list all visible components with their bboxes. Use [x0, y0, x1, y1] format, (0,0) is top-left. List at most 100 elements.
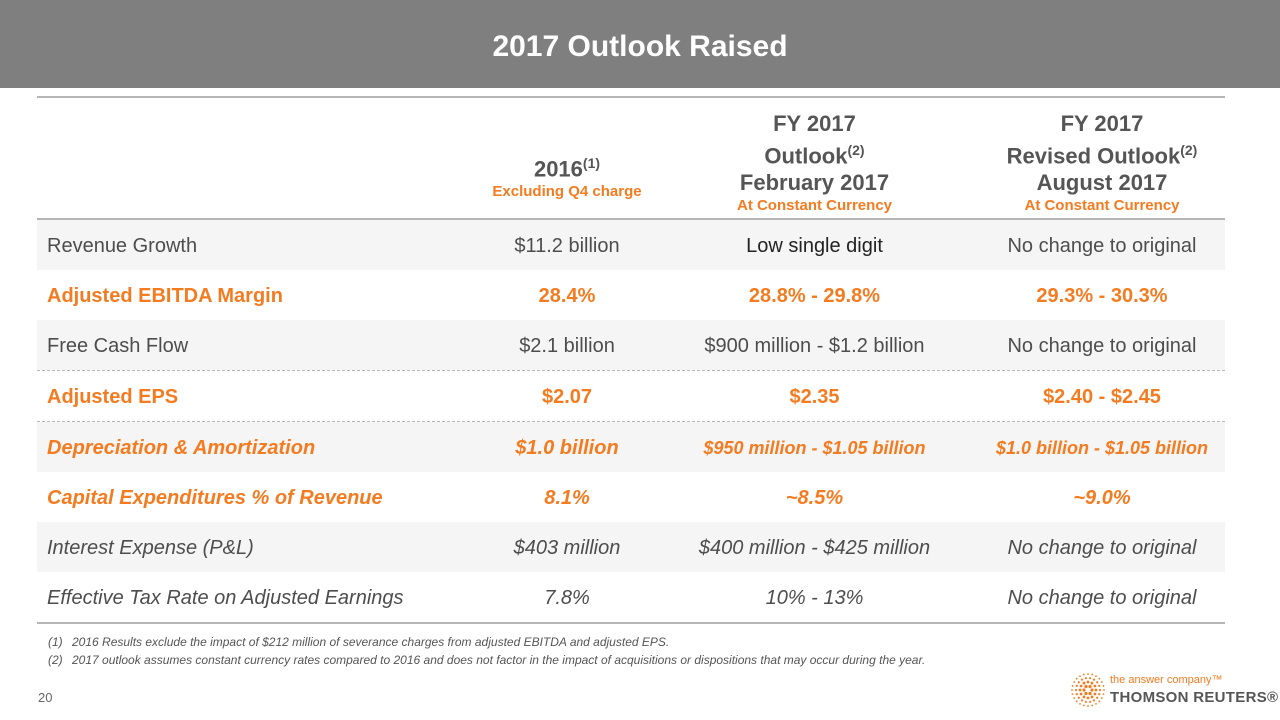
- table-row-revenue-growth: Revenue Growth $11.2 billion Low single …: [37, 220, 1225, 270]
- table-row-adjusted-eps: Adjusted EPS $2.07 $2.35 $2.40 - $2.45: [37, 371, 1225, 421]
- logo-dot: [1071, 693, 1074, 696]
- table-top-rule: [37, 96, 1225, 98]
- logo-dot: [1098, 688, 1102, 692]
- header-fy2017-revised-line2: Revised Outlook: [1006, 143, 1181, 169]
- thomson-reuters-dot-circle-icon: [1071, 673, 1105, 707]
- header-fy2017-revised-line1: FY 2017: [1060, 111, 1144, 136]
- logo-dot: [1071, 689, 1073, 691]
- row-value-revised: ~9.0%: [1073, 487, 1131, 509]
- logo-dot: [1090, 695, 1094, 699]
- row-value-2016: 7.8%: [544, 587, 590, 609]
- header-fy2017-outlook-line2: Outlook: [764, 143, 848, 169]
- logo-dot: [1096, 696, 1099, 699]
- row-value-outlook: 28.8% - 29.8%: [748, 285, 881, 307]
- logo-dot: [1100, 681, 1103, 683]
- header-fy2017-outlook: FY 2017 Outlook(2) February 2017 At Cons…: [682, 110, 947, 216]
- header-fy2017-revised: FY 2017 Revised Outlook(2) August 2017 A…: [977, 110, 1227, 216]
- row-value-outlook: $2.35: [789, 386, 840, 408]
- row-value-2016: $403 million: [513, 537, 621, 559]
- logo-dot: [1073, 697, 1076, 699]
- logo-dot: [1098, 693, 1101, 696]
- logo-dot: [1084, 700, 1088, 703]
- page-number: 20: [38, 690, 53, 705]
- row-value-2016: 28.4%: [538, 285, 596, 307]
- header-fy2017-outlook-line1: FY 2017: [773, 111, 856, 136]
- logo-dot: [1082, 688, 1086, 692]
- table-row-capital-expenditures: Capital Expenditures % of Revenue 8.1% ~…: [37, 472, 1225, 522]
- row-label: Adjusted EBITDA Margin: [47, 285, 283, 307]
- logo-brand-name: THOMSON REUTERS®: [1110, 689, 1279, 706]
- row-label: Interest Expense (P&L): [47, 537, 254, 559]
- title-bar: 2017 Outlook Raised: [0, 0, 1280, 88]
- row-value-2016: 8.1%: [544, 487, 590, 509]
- logo-dot: [1093, 684, 1097, 688]
- row-label: Adjusted EPS: [47, 386, 179, 408]
- table-bottom-rule: [37, 622, 1225, 624]
- header-fy2017-outlook-line3: February 2017: [739, 170, 890, 196]
- row-label: Depreciation & Amortization: [47, 437, 316, 459]
- logo-dot: [1088, 684, 1092, 689]
- footnote-2-number: (2): [48, 653, 63, 667]
- logo-dot: [1084, 691, 1088, 696]
- logo-dot: [1074, 688, 1078, 692]
- footnote-1-text: 2016 Results exclude the impact of $212 …: [72, 635, 670, 649]
- logo-dot: [1090, 681, 1094, 685]
- header-fy2017-revised-subtitle: At Constant Currency: [1024, 197, 1180, 215]
- dashed-divider: [37, 370, 1225, 371]
- header-2016-line1: 2016: [533, 156, 583, 182]
- logo-dot: [1079, 675, 1081, 678]
- row-value-outlook: ~8.5%: [785, 487, 844, 509]
- row-value-revised: No change to original: [1007, 537, 1197, 559]
- table-row-interest-expense: Interest Expense (P&L) $403 million $400…: [37, 522, 1225, 572]
- logo-dot: [1082, 695, 1086, 699]
- slide-title: 2017 Outlook Raised: [492, 30, 788, 63]
- footnote-2: (2) 2017 outlook assumes constant currenc…: [48, 653, 925, 667]
- logo-dot: [1077, 681, 1080, 684]
- logo-dot: [1088, 691, 1092, 696]
- logo-dot: [1075, 677, 1078, 680]
- logo-dot: [1100, 697, 1103, 699]
- footnote-1: (1) 2016 Results exclude the impact of $2…: [48, 635, 669, 649]
- logo-dot: [1084, 677, 1088, 680]
- row-value-2016: $11.2 billion: [514, 235, 620, 257]
- logo-dot: [1079, 692, 1083, 696]
- row-value-outlook: 10% - 13%: [765, 587, 864, 609]
- dashed-divider: [37, 421, 1225, 422]
- logo-dot: [1079, 702, 1081, 705]
- header-2016-footnote-ref: (1): [582, 155, 601, 171]
- logo-dot: [1098, 677, 1101, 680]
- logo-dot: [1088, 677, 1092, 680]
- logo-dot: [1103, 689, 1105, 691]
- logo-dot: [1096, 681, 1099, 684]
- logo-dot: [1093, 692, 1097, 696]
- logo-dot: [1084, 684, 1088, 689]
- logo-dot: [1078, 688, 1082, 692]
- logo-dot: [1086, 680, 1090, 684]
- footnote-2-text: 2017 outlook assumes constant currency r…: [72, 653, 926, 667]
- row-value-revised: $2.40 - $2.45: [1043, 386, 1161, 408]
- logo-dot: [1092, 678, 1096, 681]
- logo-dot: [1102, 684, 1105, 687]
- logo-dot: [1098, 700, 1101, 703]
- logo-dot: [1086, 696, 1090, 700]
- header-fy2017-revised-line3: August 2017: [1036, 170, 1168, 196]
- row-label: Revenue Growth: [47, 235, 198, 257]
- row-value-outlook: Low single digit: [746, 235, 883, 257]
- thomson-reuters-logo: the answer company™ THOMSON REUTERS®: [1068, 670, 1278, 715]
- row-label: Capital Expenditures % of Revenue: [47, 487, 383, 509]
- logo-dot: [1075, 684, 1078, 687]
- row-value-outlook: $900 million - $1.2 billion: [704, 335, 925, 357]
- row-value-outlook: $950 million - $1.05 billion: [703, 438, 926, 458]
- row-value-revised: $1.0 billion - $1.05 billion: [995, 438, 1209, 458]
- logo-dot: [1087, 673, 1089, 675]
- logo-dot: [1082, 681, 1086, 685]
- logo-dot: [1098, 684, 1101, 687]
- header-fy2017-outlook-footnote-ref: (2): [847, 142, 865, 158]
- row-value-revised: 29.3% - 30.3%: [1036, 285, 1168, 307]
- header-rule: [37, 218, 1225, 220]
- logo-dot: [1095, 675, 1097, 678]
- header-fy2017-revised-footnote-ref: (2): [1180, 142, 1198, 158]
- table-row-free-cash-flow: Free Cash Flow $2.1 billion $900 million…: [37, 320, 1225, 370]
- logo-dot: [1088, 700, 1092, 703]
- row-value-outlook: $400 million - $425 million: [698, 537, 931, 559]
